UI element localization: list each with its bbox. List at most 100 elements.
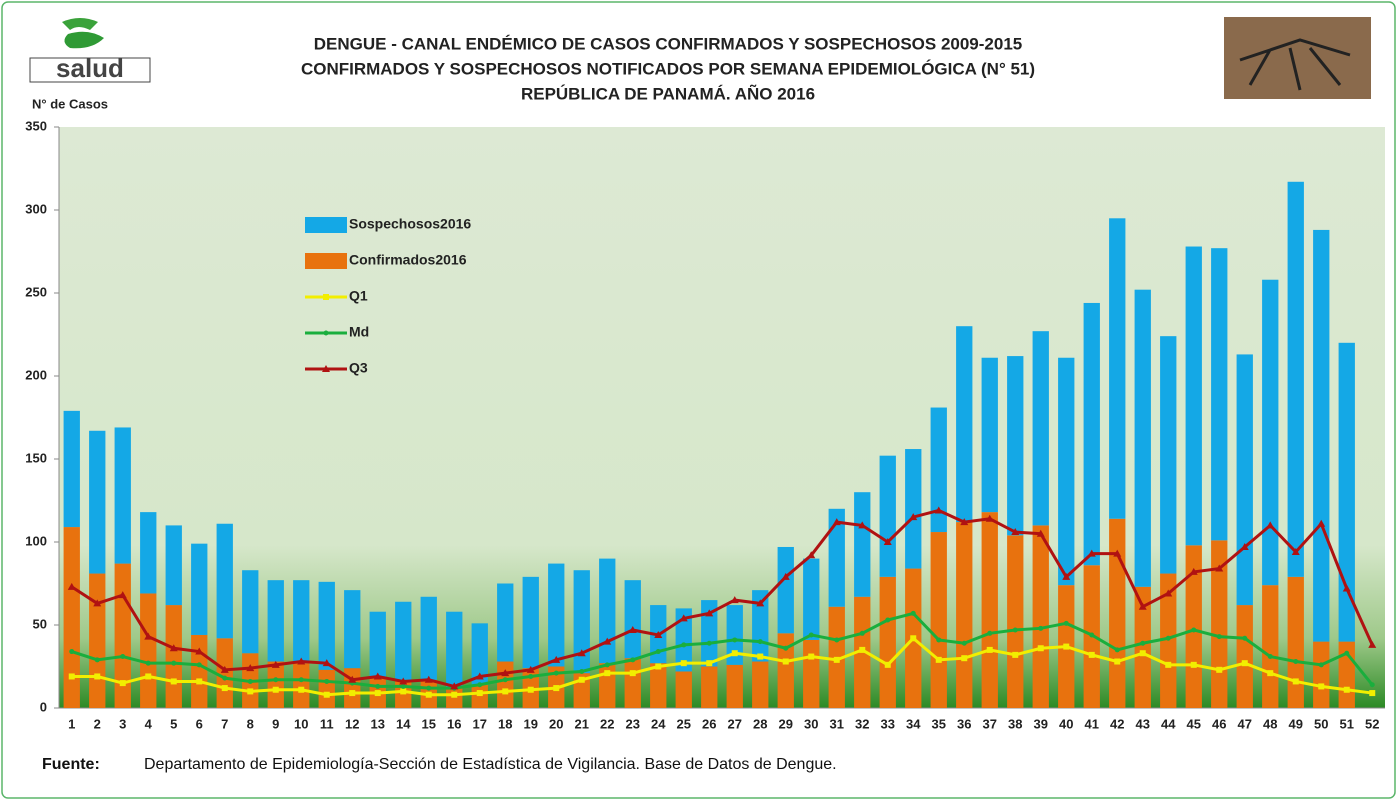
chart: salud DENGUE - CANAL ENDÉMICO DE CASOS C… <box>0 0 1398 801</box>
bar <box>140 593 156 708</box>
x-tick-label: 16 <box>447 716 461 731</box>
bar <box>982 358 998 512</box>
line-marker <box>834 637 839 642</box>
line-marker <box>757 654 763 660</box>
line-marker <box>94 673 100 679</box>
bar <box>727 665 743 708</box>
x-tick-label: 5 <box>170 716 177 731</box>
bar <box>574 570 590 673</box>
bar <box>1262 585 1278 708</box>
bar <box>1339 343 1355 642</box>
bar <box>446 612 462 688</box>
bar <box>625 658 641 708</box>
x-tick-label: 43 <box>1136 716 1150 731</box>
bar <box>370 612 386 678</box>
x-tick-label: 17 <box>473 716 487 731</box>
x-tick-label: 8 <box>247 716 254 731</box>
line-marker <box>349 690 355 696</box>
line-marker <box>502 688 508 694</box>
line-marker <box>1064 621 1069 626</box>
bar <box>1033 525 1049 708</box>
bar <box>1237 605 1253 708</box>
x-tick-label: 19 <box>524 716 538 731</box>
x-tick-label: 28 <box>753 716 767 731</box>
line-marker <box>324 692 330 698</box>
line-marker <box>987 647 993 653</box>
legend-swatch <box>305 217 347 233</box>
line-marker <box>1217 634 1222 639</box>
line-marker <box>401 684 406 689</box>
line-marker <box>196 678 202 684</box>
line-marker <box>681 660 687 666</box>
x-tick-label: 15 <box>422 716 436 731</box>
line-marker <box>681 642 686 647</box>
bar <box>1058 358 1074 585</box>
line-marker <box>1267 670 1273 676</box>
line-marker <box>324 331 329 336</box>
line-marker <box>1318 683 1324 689</box>
x-tick-label: 40 <box>1059 716 1073 731</box>
bar <box>293 580 309 663</box>
line-marker <box>1038 645 1044 651</box>
x-tick-label: 39 <box>1034 716 1048 731</box>
line-marker <box>1038 626 1043 631</box>
bar <box>344 668 360 708</box>
line-marker <box>1344 687 1350 693</box>
x-tick-label: 23 <box>626 716 640 731</box>
bar <box>956 522 972 708</box>
line-marker <box>1293 659 1298 664</box>
line-marker <box>860 631 865 636</box>
x-tick-label: 36 <box>957 716 971 731</box>
x-tick-label: 18 <box>498 716 512 731</box>
line-marker <box>400 688 406 694</box>
line-marker <box>1344 651 1349 656</box>
line-marker <box>528 687 534 693</box>
bar <box>191 635 207 708</box>
line-marker <box>171 678 177 684</box>
line-marker <box>273 677 278 682</box>
line-marker <box>1216 667 1222 673</box>
x-tick-label: 6 <box>196 716 203 731</box>
bar <box>64 527 80 708</box>
line-marker <box>477 690 483 696</box>
y-axis-label: N° de Casos <box>32 96 108 111</box>
line-marker <box>1114 659 1120 665</box>
line-marker <box>451 692 457 698</box>
bar <box>140 512 156 593</box>
line-marker <box>1140 650 1146 656</box>
bar <box>1084 303 1100 565</box>
x-tick-label: 12 <box>345 716 359 731</box>
bar <box>1237 354 1253 605</box>
line-marker <box>248 679 253 684</box>
source-label: Fuente: <box>42 756 100 773</box>
x-tick-label: 41 <box>1085 716 1099 731</box>
bar <box>89 574 105 708</box>
bar <box>625 580 641 658</box>
bar <box>319 582 335 670</box>
x-tick-label: 27 <box>728 716 742 731</box>
line-marker <box>477 682 482 687</box>
line-marker <box>732 637 737 642</box>
line-marker <box>1115 647 1120 652</box>
bar <box>217 638 233 708</box>
chart-title: CONFIRMADOS Y SOSPECHOSOS NOTIFICADOS PO… <box>301 59 1035 78</box>
line-marker <box>1089 632 1094 637</box>
bar <box>778 547 794 633</box>
bar <box>1313 230 1329 642</box>
bar <box>1288 577 1304 708</box>
line-marker <box>426 692 432 698</box>
line-marker <box>936 657 942 663</box>
bar <box>319 670 335 708</box>
line-marker <box>247 688 253 694</box>
line-marker <box>885 662 891 668</box>
bar <box>446 688 462 708</box>
line-marker <box>579 669 584 674</box>
line-marker <box>1013 627 1018 632</box>
bar <box>676 671 692 708</box>
line-marker <box>554 671 559 676</box>
y-tick-label: 300 <box>25 201 47 216</box>
x-tick-label: 4 <box>145 716 153 731</box>
line-marker <box>298 687 304 693</box>
line-marker <box>962 641 967 646</box>
x-tick-label: 2 <box>94 716 101 731</box>
